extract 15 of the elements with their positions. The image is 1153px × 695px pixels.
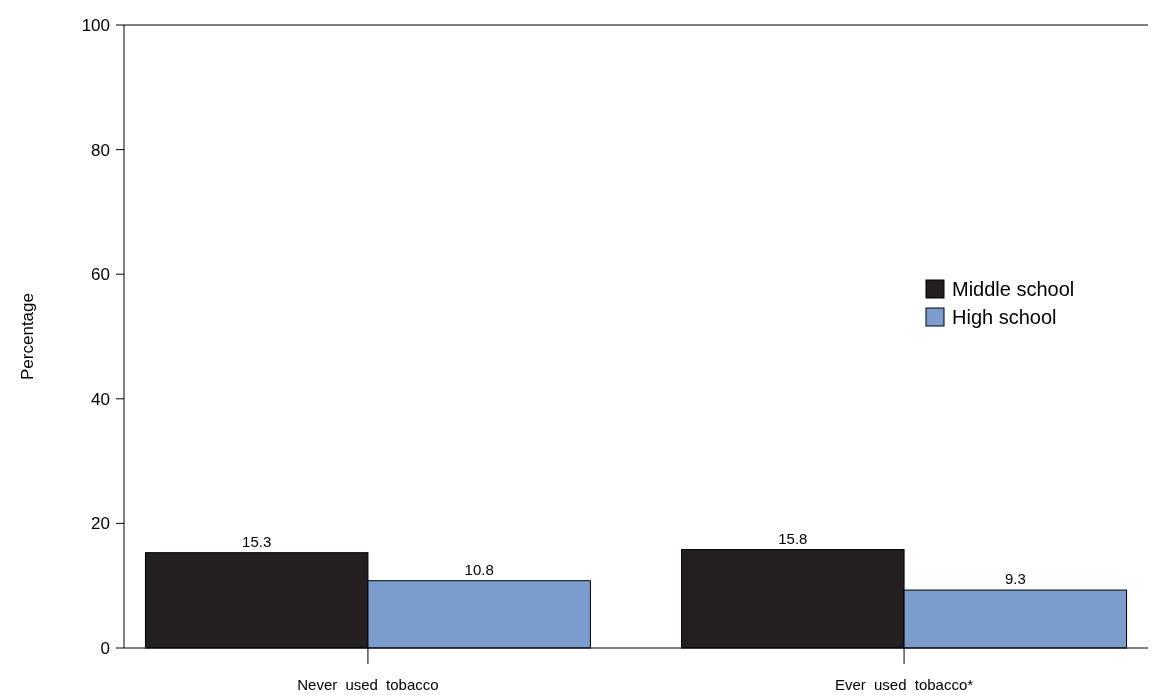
legend-label: High school <box>952 306 1057 328</box>
y-tick-label: 20 <box>91 514 110 534</box>
y-tick-label: 80 <box>91 140 110 160</box>
y-axis-title: Percentage <box>18 293 37 380</box>
y-tick-label: 60 <box>91 265 110 285</box>
data-label: 9.3 <box>1004 570 1026 588</box>
y-tick-label: 40 <box>91 389 110 409</box>
x-tick-label: Never used tobacco <box>297 676 439 693</box>
data-label: 15.8 <box>778 529 808 547</box>
data-label: 10.8 <box>464 560 494 578</box>
legend-label: Middle school <box>952 278 1075 300</box>
data-label: 15.3 <box>242 532 272 550</box>
y-tick-label: 100 <box>81 15 110 35</box>
y-tick-label: 0 <box>100 638 110 658</box>
x-tick-label: Ever used tobacco* <box>835 676 974 693</box>
